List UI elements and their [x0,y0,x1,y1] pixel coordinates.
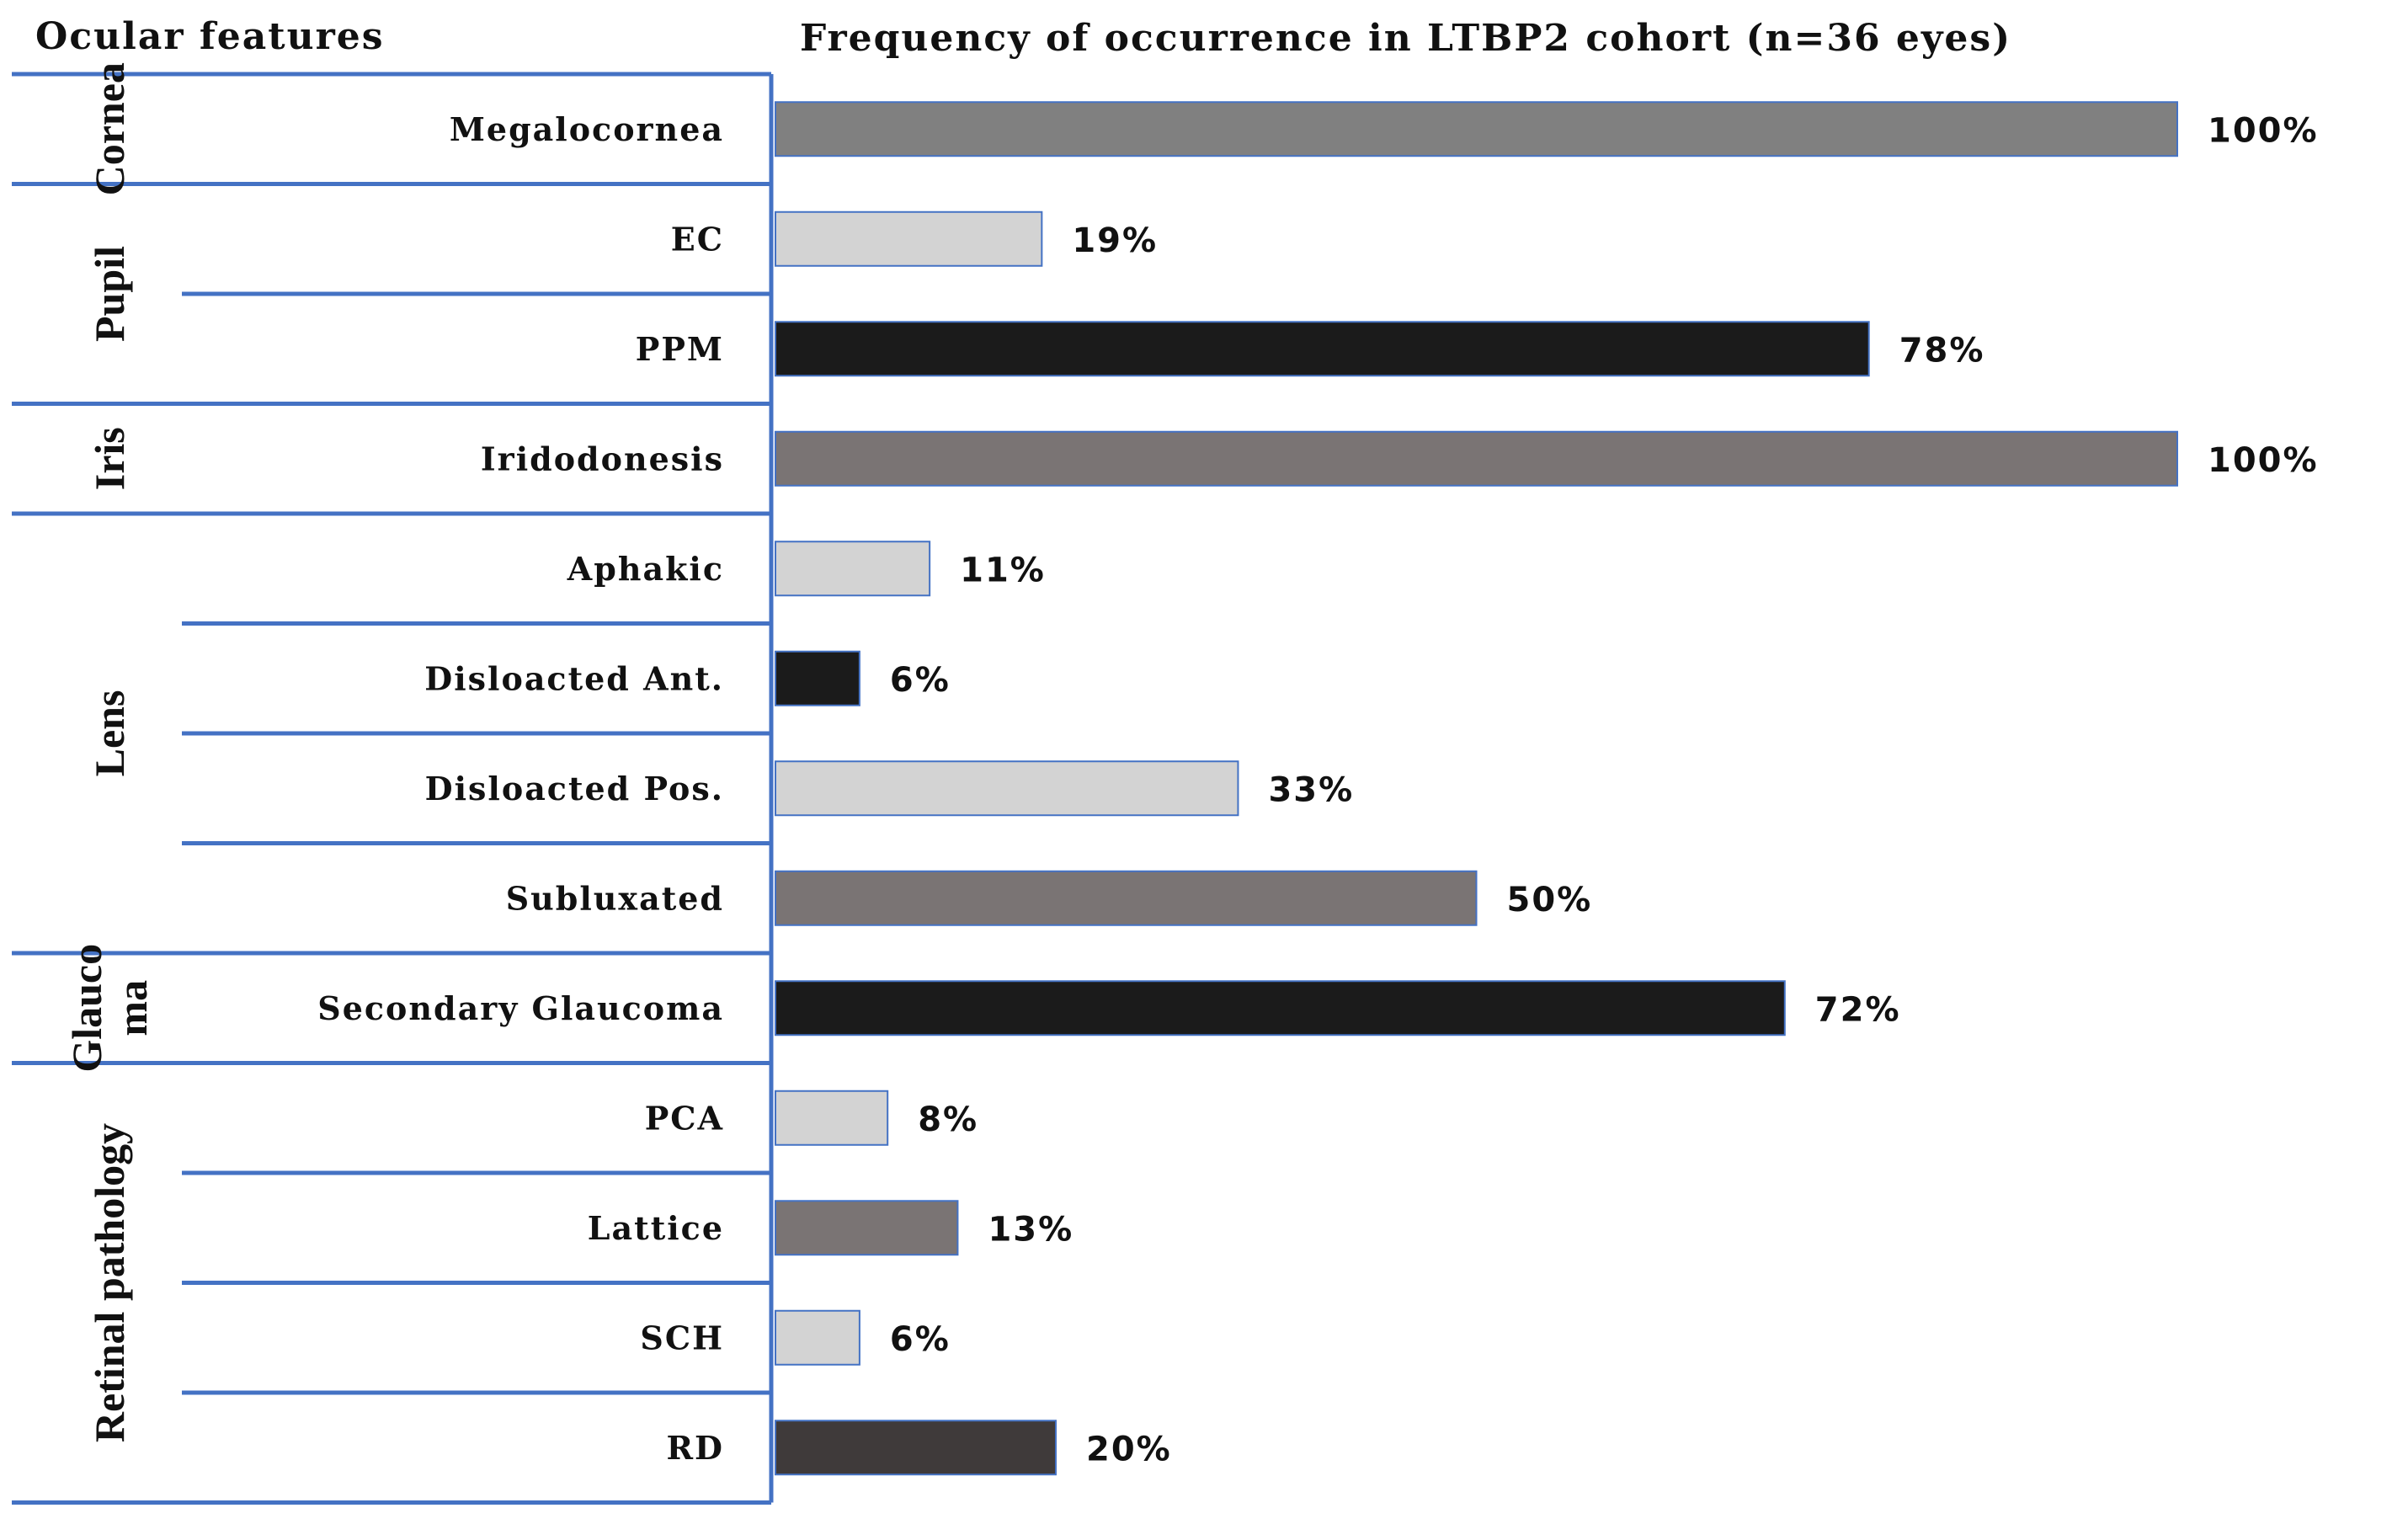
bar [775,980,1786,1036]
group-label: Lens [86,690,133,777]
category-label: Disloacted Ant. [424,659,724,697]
group-label: Iris [86,427,133,490]
left-header: Ocular features [35,15,385,58]
group-label: Retinal pathology [86,1123,133,1442]
category-labels: Megalocornea EC PPM Iridodonesis Aphakic Disl… [317,110,724,1467]
value-label: 6% [890,661,951,700]
bar [775,1090,889,1146]
bar [775,541,931,597]
group-label: Cornea [86,62,133,195]
bar [775,1420,1057,1476]
value-labels: 100% 19% 78% 100% 11% 6% 33% 50% 72% 8% 13% 6% 20% [890,111,2319,1468]
value-label: 8% [918,1100,978,1139]
group-label: Glauco [63,944,110,1073]
bar [775,101,2178,157]
value-label: 20% [1086,1430,1172,1468]
value-label: 13% [988,1210,1073,1249]
bar [775,1200,959,1256]
category-label: Lattice [588,1209,724,1247]
value-label: 6% [890,1320,951,1359]
chart-title: Frequency of occurrence in LTBP2 cohort … [800,17,2011,60]
group-label: ma [109,980,156,1036]
value-label: 72% [1815,990,1901,1029]
bar [775,650,860,706]
category-label: RD [666,1429,724,1467]
category-label: Subluxated [506,879,724,917]
value-label: 100% [2208,111,2319,150]
group-label: Pupil [86,246,133,342]
bar [775,430,2178,487]
category-label: Megalocornea [450,110,724,148]
bars [775,101,2178,1476]
value-label: 100% [2208,441,2319,480]
category-label: SCH [640,1319,724,1356]
category-label: PPM [636,330,724,368]
value-label: 11% [960,551,1046,589]
bar [775,321,1870,377]
category-label: Disloacted Pos. [425,770,724,807]
category-label: Secondary Glaucoma [317,989,724,1027]
value-label: 19% [1072,221,1158,260]
value-label: 33% [1268,770,1354,809]
bar [775,870,1478,926]
bar [775,210,1043,267]
category-label: Aphakic [567,550,724,588]
group-labels: Cornea Pupil Iris Lens Glaucoma Retinal patho… [63,62,156,1442]
category-label: PCA [645,1099,724,1137]
bar [775,760,1239,817]
category-label: Iridodonesis [481,440,724,477]
category-label: EC [671,220,724,258]
value-label: 78% [1899,331,1985,370]
value-label: 50% [1507,881,1593,919]
label-table-frame [12,72,774,1505]
bar [775,1309,860,1366]
